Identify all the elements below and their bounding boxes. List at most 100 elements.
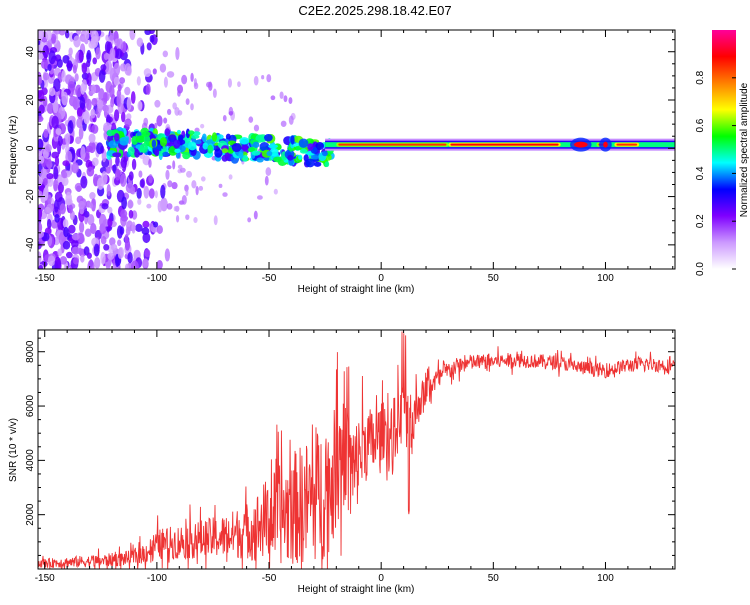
spectrogram-scatter-blob — [72, 96, 80, 111]
spectrogram-scatter-blob — [124, 118, 132, 127]
spectrogram-signal-blob — [313, 161, 322, 167]
spectrogram-sparse-blob — [185, 214, 190, 220]
spectrogram-y-tick-label: 0 — [25, 145, 36, 151]
spectrogram-sparse-blob — [253, 124, 260, 132]
snr-y-axis-label: SNR (10 * v/v) — [8, 418, 19, 482]
spectrogram-signal-blob — [256, 157, 264, 163]
spectrogram-sparse-blob — [265, 167, 272, 176]
spectrogram-signal-blob — [134, 149, 140, 158]
spectrogram-scatter-blob — [57, 248, 63, 257]
spectrogram-scatter-blob — [38, 77, 43, 85]
spectrogram-scatter-blob — [154, 99, 161, 108]
spectrogram-scatter-blob — [109, 30, 115, 42]
spectrogram-scatter-blob — [160, 184, 166, 199]
spectrogram-sparse-blob — [193, 82, 199, 90]
spectrogram-scatter-blob — [120, 111, 126, 123]
spectrogram-sparse-blob — [173, 206, 177, 212]
spectrogram-scatter-blob — [143, 185, 150, 199]
spectrogram-sparse-blob — [218, 183, 223, 189]
spectrogram-scatter-blob — [68, 224, 76, 234]
spectrogram-scatter-blob — [85, 159, 93, 169]
spectrogram-x-tick-label: 0 — [378, 273, 384, 284]
spectrogram-signal-blob — [321, 150, 328, 157]
spectrogram-scatter-blob — [175, 46, 180, 60]
spectrogram-scatter-blob — [61, 176, 69, 187]
spectrogram-sparse-blob — [191, 180, 197, 189]
spectrogram-y-axis-label: Frequency (Hz) — [8, 116, 19, 185]
spectrogram-scatter-blob — [142, 258, 149, 268]
spectrogram-scatter-blob — [40, 59, 48, 69]
spectrogram-scatter-blob — [57, 135, 63, 147]
spectrogram-scatter-blob — [116, 38, 124, 52]
spectrogram-scatter-blob — [137, 198, 142, 205]
spectrogram-scatter-blob — [74, 73, 79, 82]
spectrogram-signal-blob — [268, 144, 278, 149]
tone-band-core — [338, 143, 447, 146]
colorbar-tick-label: 0.0 — [695, 262, 706, 276]
spectrogram-scatter-blob — [102, 104, 109, 112]
spectrogram-scatter-blob — [59, 203, 66, 215]
spectrogram-scatter-blob — [38, 30, 44, 41]
spectrogram-sparse-blob — [237, 81, 241, 88]
spectrogram-scatter-blob — [58, 30, 66, 36]
spectrogram-y-tick-label: 20 — [25, 94, 36, 106]
spectrogram-scatter-blob — [93, 243, 100, 257]
snr-y-tick-label: 4000 — [25, 449, 36, 472]
spectrogram-scatter-blob — [165, 169, 170, 180]
spectrogram-scatter-blob — [71, 162, 79, 174]
spectrogram-scatter-blob — [156, 225, 163, 234]
spectrogram-signal-blob — [154, 149, 160, 157]
spectrogram-scatter-blob — [136, 76, 141, 86]
spectrogram-sparse-blob — [172, 160, 176, 170]
spectrogram-sparse-blob — [181, 74, 188, 85]
spectrogram-scatter-blob — [50, 33, 57, 42]
spectrogram-signal-blob — [307, 143, 314, 151]
spectrogram-scatter-blob — [109, 237, 116, 246]
spectrogram-scatter-blob — [43, 206, 52, 215]
spectrogram-scatter-blob — [54, 155, 60, 167]
spectrogram-scatter-blob — [47, 63, 52, 72]
spectrogram-scatter-blob — [90, 223, 97, 235]
spectrogram-scatter-blob — [38, 53, 45, 60]
spectrogram-sparse-blob — [175, 215, 180, 223]
spectrogram-scatter-blob — [149, 35, 155, 43]
spectrogram-scatter-blob — [48, 50, 56, 65]
spectrogram-sparse-blob — [166, 165, 172, 170]
spectrogram-sparse-blob — [228, 111, 234, 116]
spectrogram-scatter-blob — [65, 132, 71, 146]
spectrogram-scatter-blob — [38, 251, 42, 266]
spectrogram-scatter-blob — [156, 259, 163, 269]
spectrogram-sparse-blob — [186, 170, 193, 178]
spectrogram-scatter-blob — [87, 214, 95, 226]
spectrogram-scatter-blob — [148, 188, 155, 199]
colorbar-tick-label: 0.4 — [695, 166, 706, 180]
spectrogram-scatter-blob — [107, 217, 113, 228]
snr-y-tick-label: 6000 — [25, 394, 36, 417]
spectrogram-signal-blob — [211, 132, 218, 142]
spectrogram-scatter-blob — [79, 207, 85, 215]
spectrogram-scatter-blob — [105, 80, 113, 93]
spectrogram-scatter-blob — [57, 181, 64, 194]
spectrogram-scatter-blob — [100, 236, 107, 245]
spectrogram-sparse-blob — [261, 75, 265, 80]
spectrogram-scatter-blob — [91, 157, 99, 167]
spectrogram-sparse-blob — [148, 173, 153, 184]
spectrogram-scatter-blob — [72, 257, 80, 265]
spectrogram-scatter-blob — [80, 83, 86, 95]
spectrogram-scatter-blob — [100, 64, 107, 72]
colorbar-scale — [712, 30, 736, 269]
colorbar-ticks: 0.0 0.2 0.4 0.6 0.8 — [695, 70, 736, 276]
spectrogram-scatter-blob — [126, 97, 132, 111]
spectrogram-scatter-blob — [88, 40, 97, 49]
spectrogram-scatter-blob — [91, 30, 99, 43]
spectrogram-scatter-blob — [53, 78, 61, 92]
spectrogram-sparse-blob — [146, 203, 152, 209]
spectrogram-scatter-blob — [125, 182, 134, 194]
spectrogram-scatter-blob — [47, 255, 56, 267]
spectrogram-scatter-blob — [62, 240, 71, 250]
spectrogram-scatter-blob — [96, 99, 104, 109]
spectrogram-scatter-blob — [67, 81, 76, 92]
spectrogram-scatter-blob — [167, 180, 173, 188]
spectrogram-scatter-blob — [42, 177, 48, 186]
